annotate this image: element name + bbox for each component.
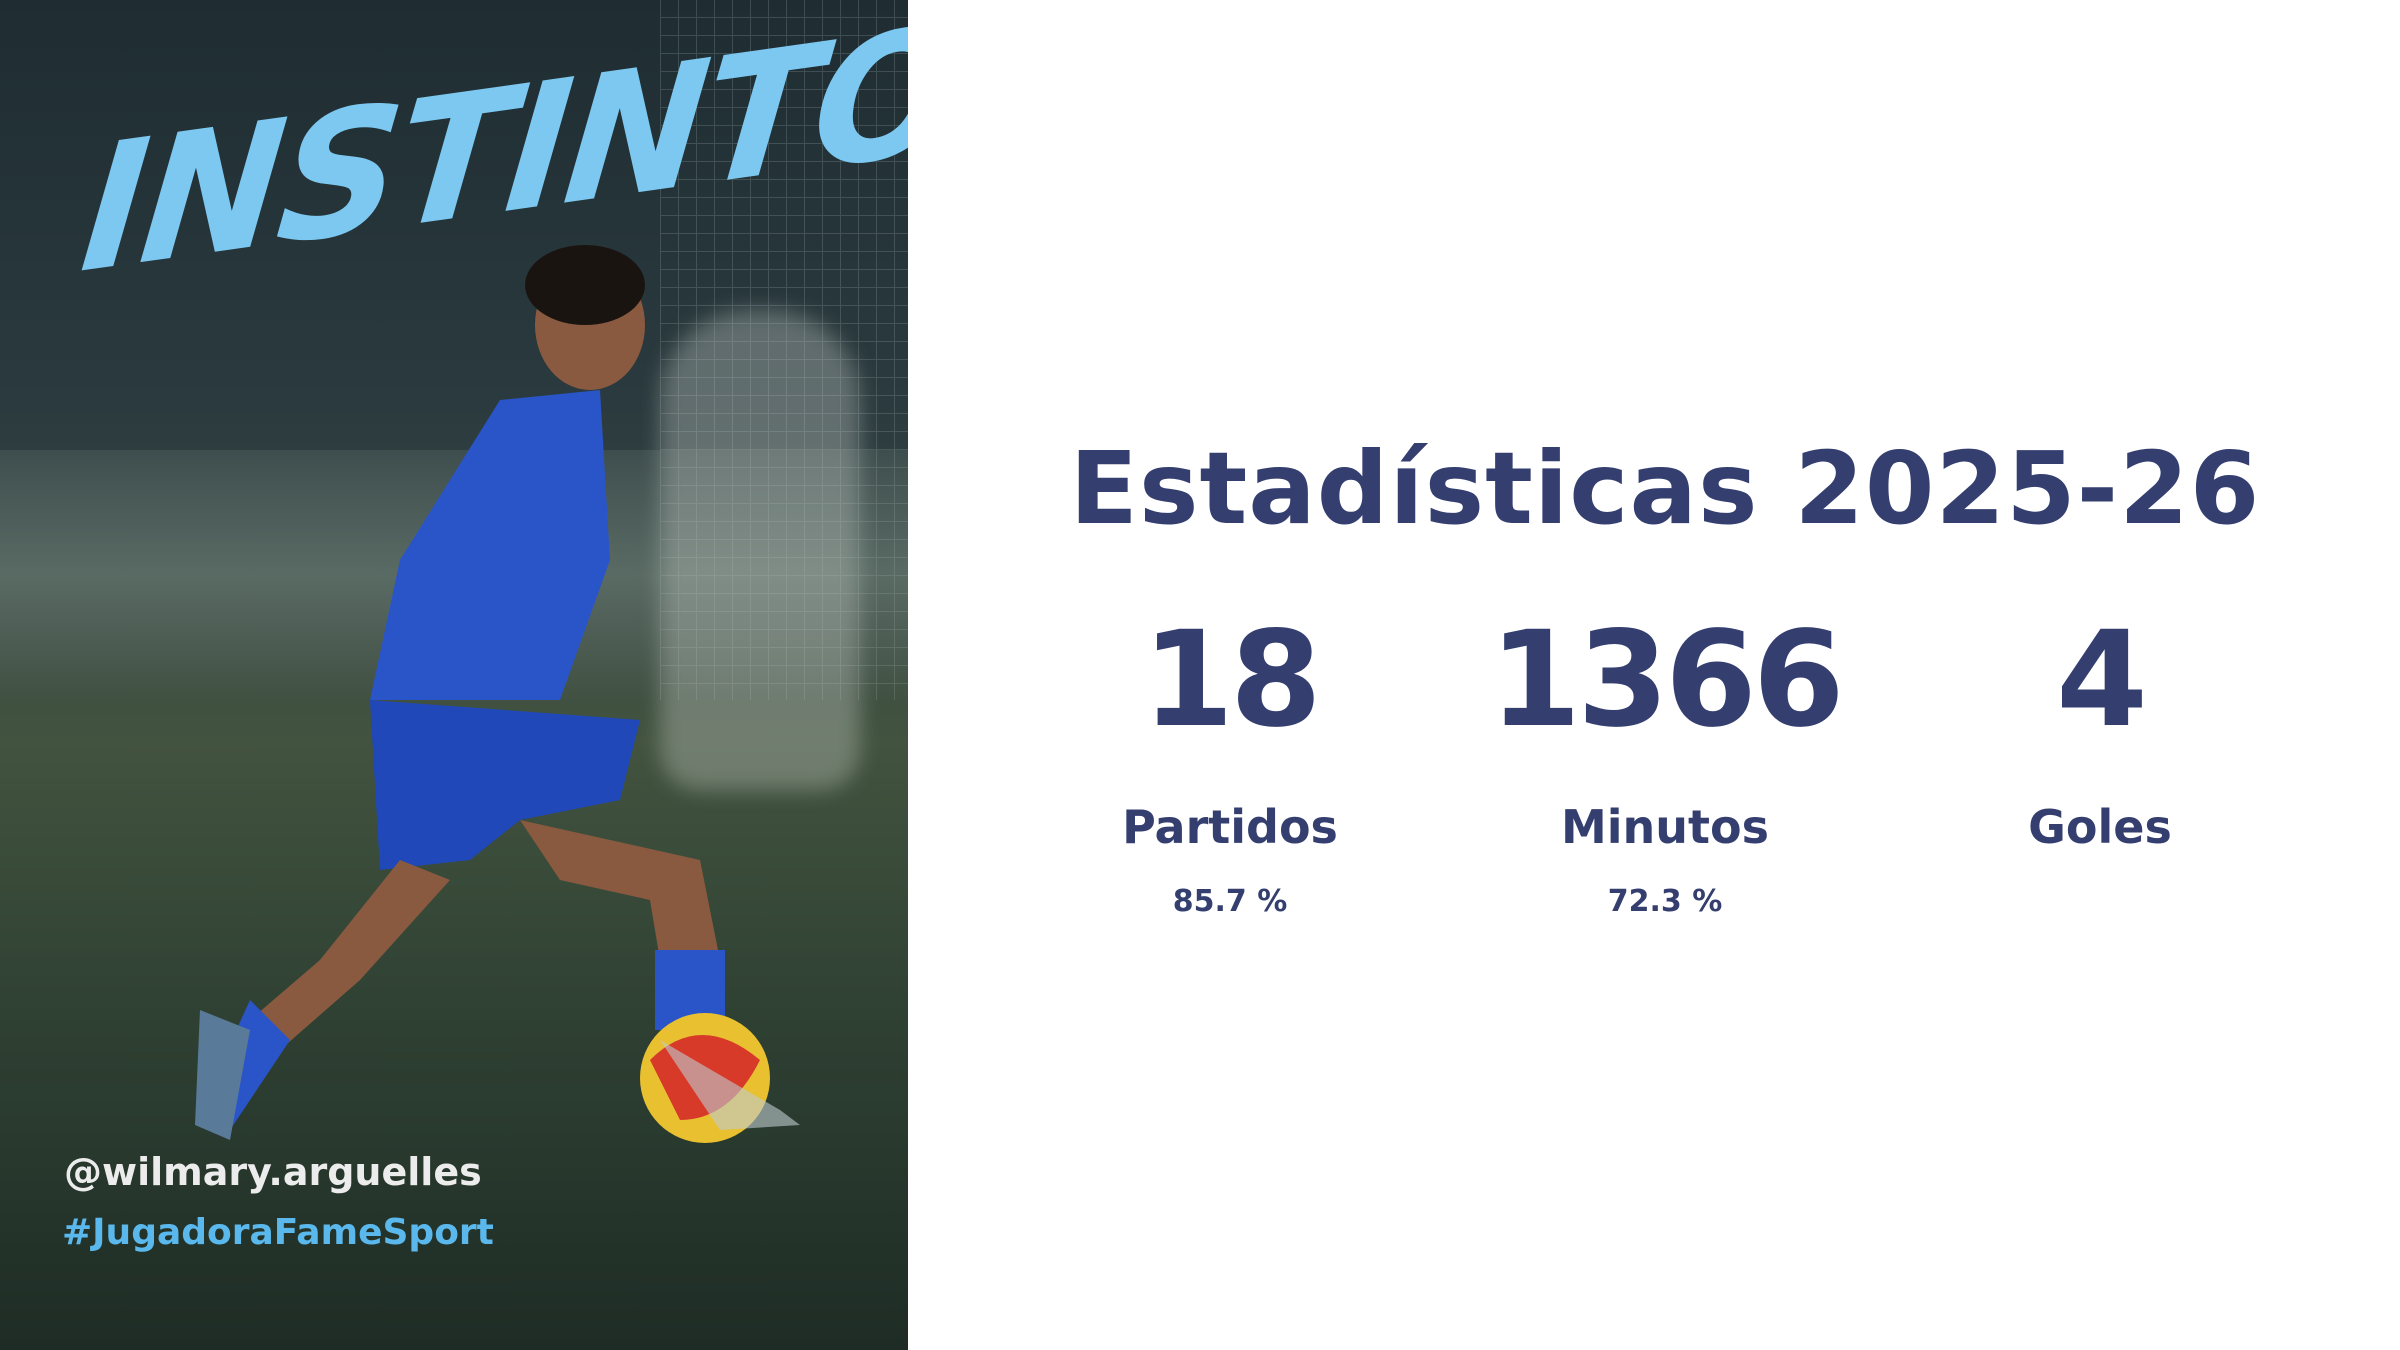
player-illustration <box>195 245 800 1143</box>
stat-minutos: 1366 Minutos 72.3 % <box>1455 600 1875 919</box>
stat-value: 4 <box>2056 603 2148 757</box>
stat-value: 1366 <box>1489 603 1844 757</box>
goal-net <box>660 0 908 700</box>
background-player <box>660 310 860 790</box>
stat-partidos: 18 Partidos 85.7 % <box>1020 600 1440 919</box>
instagram-handle: @wilmary.arguelles <box>64 1150 482 1194</box>
stat-label: Partidos <box>1122 800 1338 854</box>
stat-value: 18 <box>1142 603 1322 757</box>
stat-percent: 72.3 % <box>1607 884 1723 919</box>
stat-goles: 4 Goles <box>1890 600 2310 854</box>
stat-percent: 85.7 % <box>1172 884 1288 919</box>
hashtag: #JugadoraFameSport <box>62 1212 494 1253</box>
player-photo: INSTINTO @wilmary.arguelles #JugadoraFam… <box>0 0 908 1350</box>
stat-label: Minutos <box>1560 800 1769 854</box>
stats-title: Estadísticas 2025-26 <box>1069 430 2261 547</box>
stat-label: Goles <box>2028 800 2172 854</box>
